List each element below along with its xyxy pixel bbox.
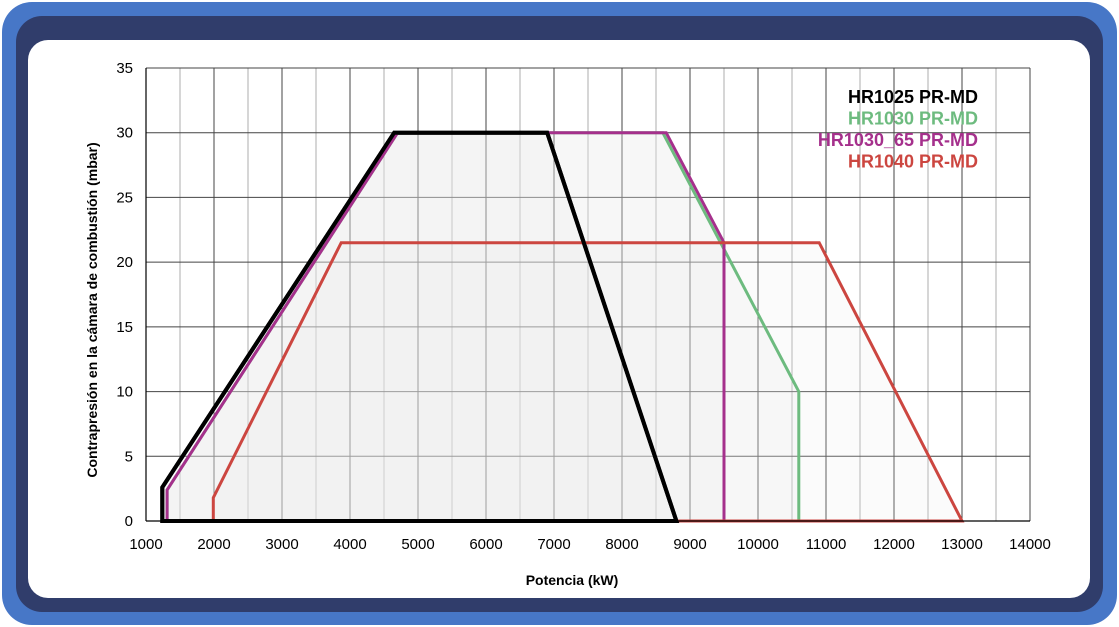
y-tick-label: 10	[116, 384, 133, 401]
x-tick-label: 10000	[737, 536, 779, 553]
y-tick-label: 25	[116, 189, 133, 206]
series-area-fill	[213, 242, 963, 521]
y-tick-label: 5	[125, 448, 133, 465]
series-area-fill	[162, 132, 677, 521]
y-tick-label: 20	[116, 254, 133, 271]
x-tick-label: 7000	[537, 536, 570, 553]
x-tick-label: 9000	[673, 536, 706, 553]
x-tick-label: 1000	[129, 536, 162, 553]
y-axis-title: Contrapresión en la cámara de combustión…	[84, 142, 100, 477]
x-tick-label: 6000	[469, 536, 502, 553]
series-area-fill	[167, 132, 799, 521]
x-tick-label: 11000	[806, 536, 847, 553]
y-tick-label: 30	[116, 125, 133, 142]
x-tick-label: 14000	[1009, 536, 1051, 553]
legend-entry: HR1030_65 PR-MD	[818, 130, 978, 150]
x-tick-label: 4000	[333, 536, 366, 553]
y-tick-label: 15	[116, 319, 133, 336]
x-axis-title: Potencia (kW)	[526, 572, 619, 588]
tick-label-layer: 1000 2000 3000 4000 5000 6000 7000 8000 9000 1000…	[116, 60, 1051, 553]
x-tick-label: 8000	[605, 536, 638, 553]
legend-entry: HR1040 PR-MD	[848, 152, 978, 172]
y-tick-label: 35	[116, 60, 133, 77]
x-tick-label: 2000	[197, 536, 230, 553]
series-layer	[160, 130, 965, 523]
x-tick-label: 3000	[265, 536, 298, 553]
x-tick-label: 13000	[941, 536, 983, 553]
y-tick-label: 0	[125, 513, 133, 530]
legend-entry: HR1025 PR-MD	[848, 87, 978, 107]
x-tick-label: 12000	[873, 536, 915, 553]
series-area-fill	[167, 132, 725, 521]
x-tick-label: 5000	[401, 536, 434, 553]
legend-entry: HR1030 PR-MD	[848, 109, 978, 129]
axis-layer	[145, 68, 1030, 522]
